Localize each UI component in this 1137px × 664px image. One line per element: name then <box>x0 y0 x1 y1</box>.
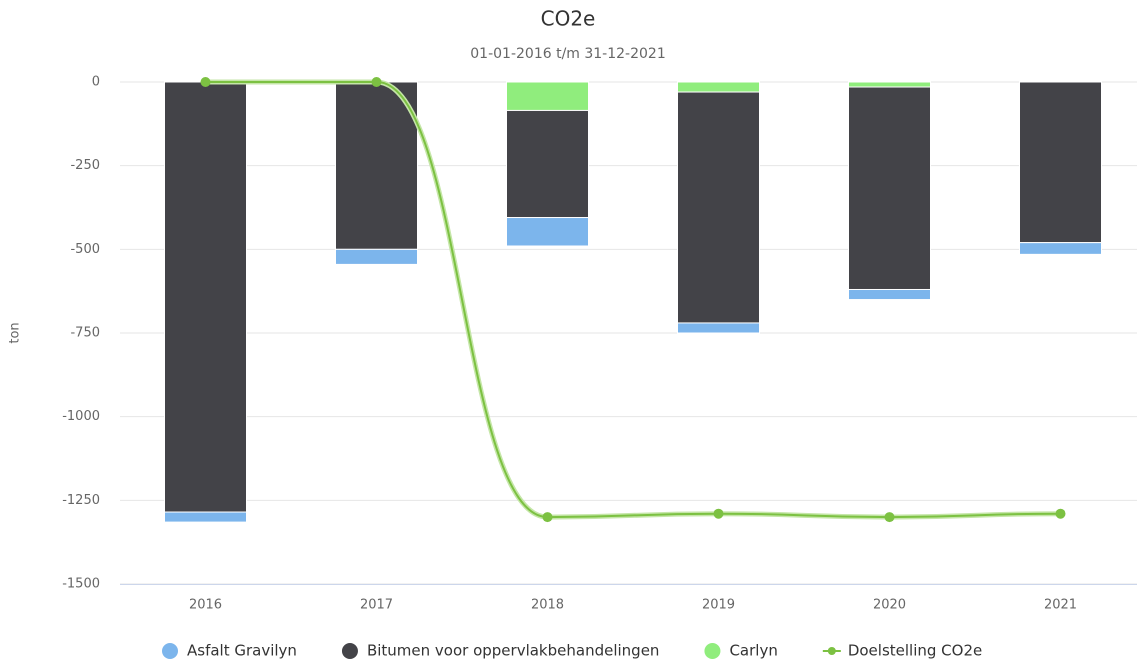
y-tick-label: -500 <box>70 242 100 257</box>
chart-subtitle: 01-01-2016 t/m 31-12-2021 <box>470 46 665 62</box>
x-tick-label: 2016 <box>189 598 222 613</box>
bar <box>677 322 760 334</box>
chart-title: CO2e <box>541 7 596 31</box>
bar <box>1019 81 1102 244</box>
bar <box>164 81 247 513</box>
bar <box>335 81 418 250</box>
x-tick-label: 2019 <box>702 598 735 613</box>
line-point <box>371 77 382 87</box>
y-tick-label: -1250 <box>62 493 100 508</box>
line-point <box>713 508 724 519</box>
bar <box>335 248 418 265</box>
bar <box>848 81 931 88</box>
bar <box>506 109 589 219</box>
y-tick-label: -1500 <box>62 577 100 592</box>
y-axis-label: ton <box>8 322 23 343</box>
line-point <box>200 77 211 87</box>
x-tick-label: 2017 <box>360 598 393 613</box>
legend-label: Doelstelling CO2e <box>848 642 982 660</box>
line <box>205 80 1061 519</box>
bar <box>506 217 589 247</box>
legend-label: Bitumen voor oppervlakbehandelingen <box>367 642 659 660</box>
x-tick-label: 2021 <box>1044 598 1077 613</box>
x-tick-label: 2018 <box>531 598 564 613</box>
y-tick-label: 0 <box>92 75 100 90</box>
legend-label: Carlyn <box>729 642 777 660</box>
line-point <box>1055 508 1066 519</box>
x-tick-label: 2020 <box>873 598 906 613</box>
y-tick-label: -250 <box>70 158 100 173</box>
bar <box>848 86 931 290</box>
legend-marker <box>162 643 178 659</box>
bar <box>677 81 760 93</box>
bar <box>848 288 931 301</box>
bar <box>677 91 760 324</box>
legend-marker <box>827 647 836 655</box>
legend-label: Asfalt Gravilyn <box>187 642 297 660</box>
bar <box>164 511 247 523</box>
line-halo <box>205 79 1061 520</box>
y-tick-label: -750 <box>70 326 100 341</box>
bar <box>1019 242 1102 255</box>
legend-marker <box>704 643 721 659</box>
line-point <box>542 512 553 523</box>
line-point <box>884 512 895 523</box>
y-tick-label: -1000 <box>62 409 100 424</box>
bar <box>506 81 589 111</box>
legend-marker <box>341 643 358 659</box>
